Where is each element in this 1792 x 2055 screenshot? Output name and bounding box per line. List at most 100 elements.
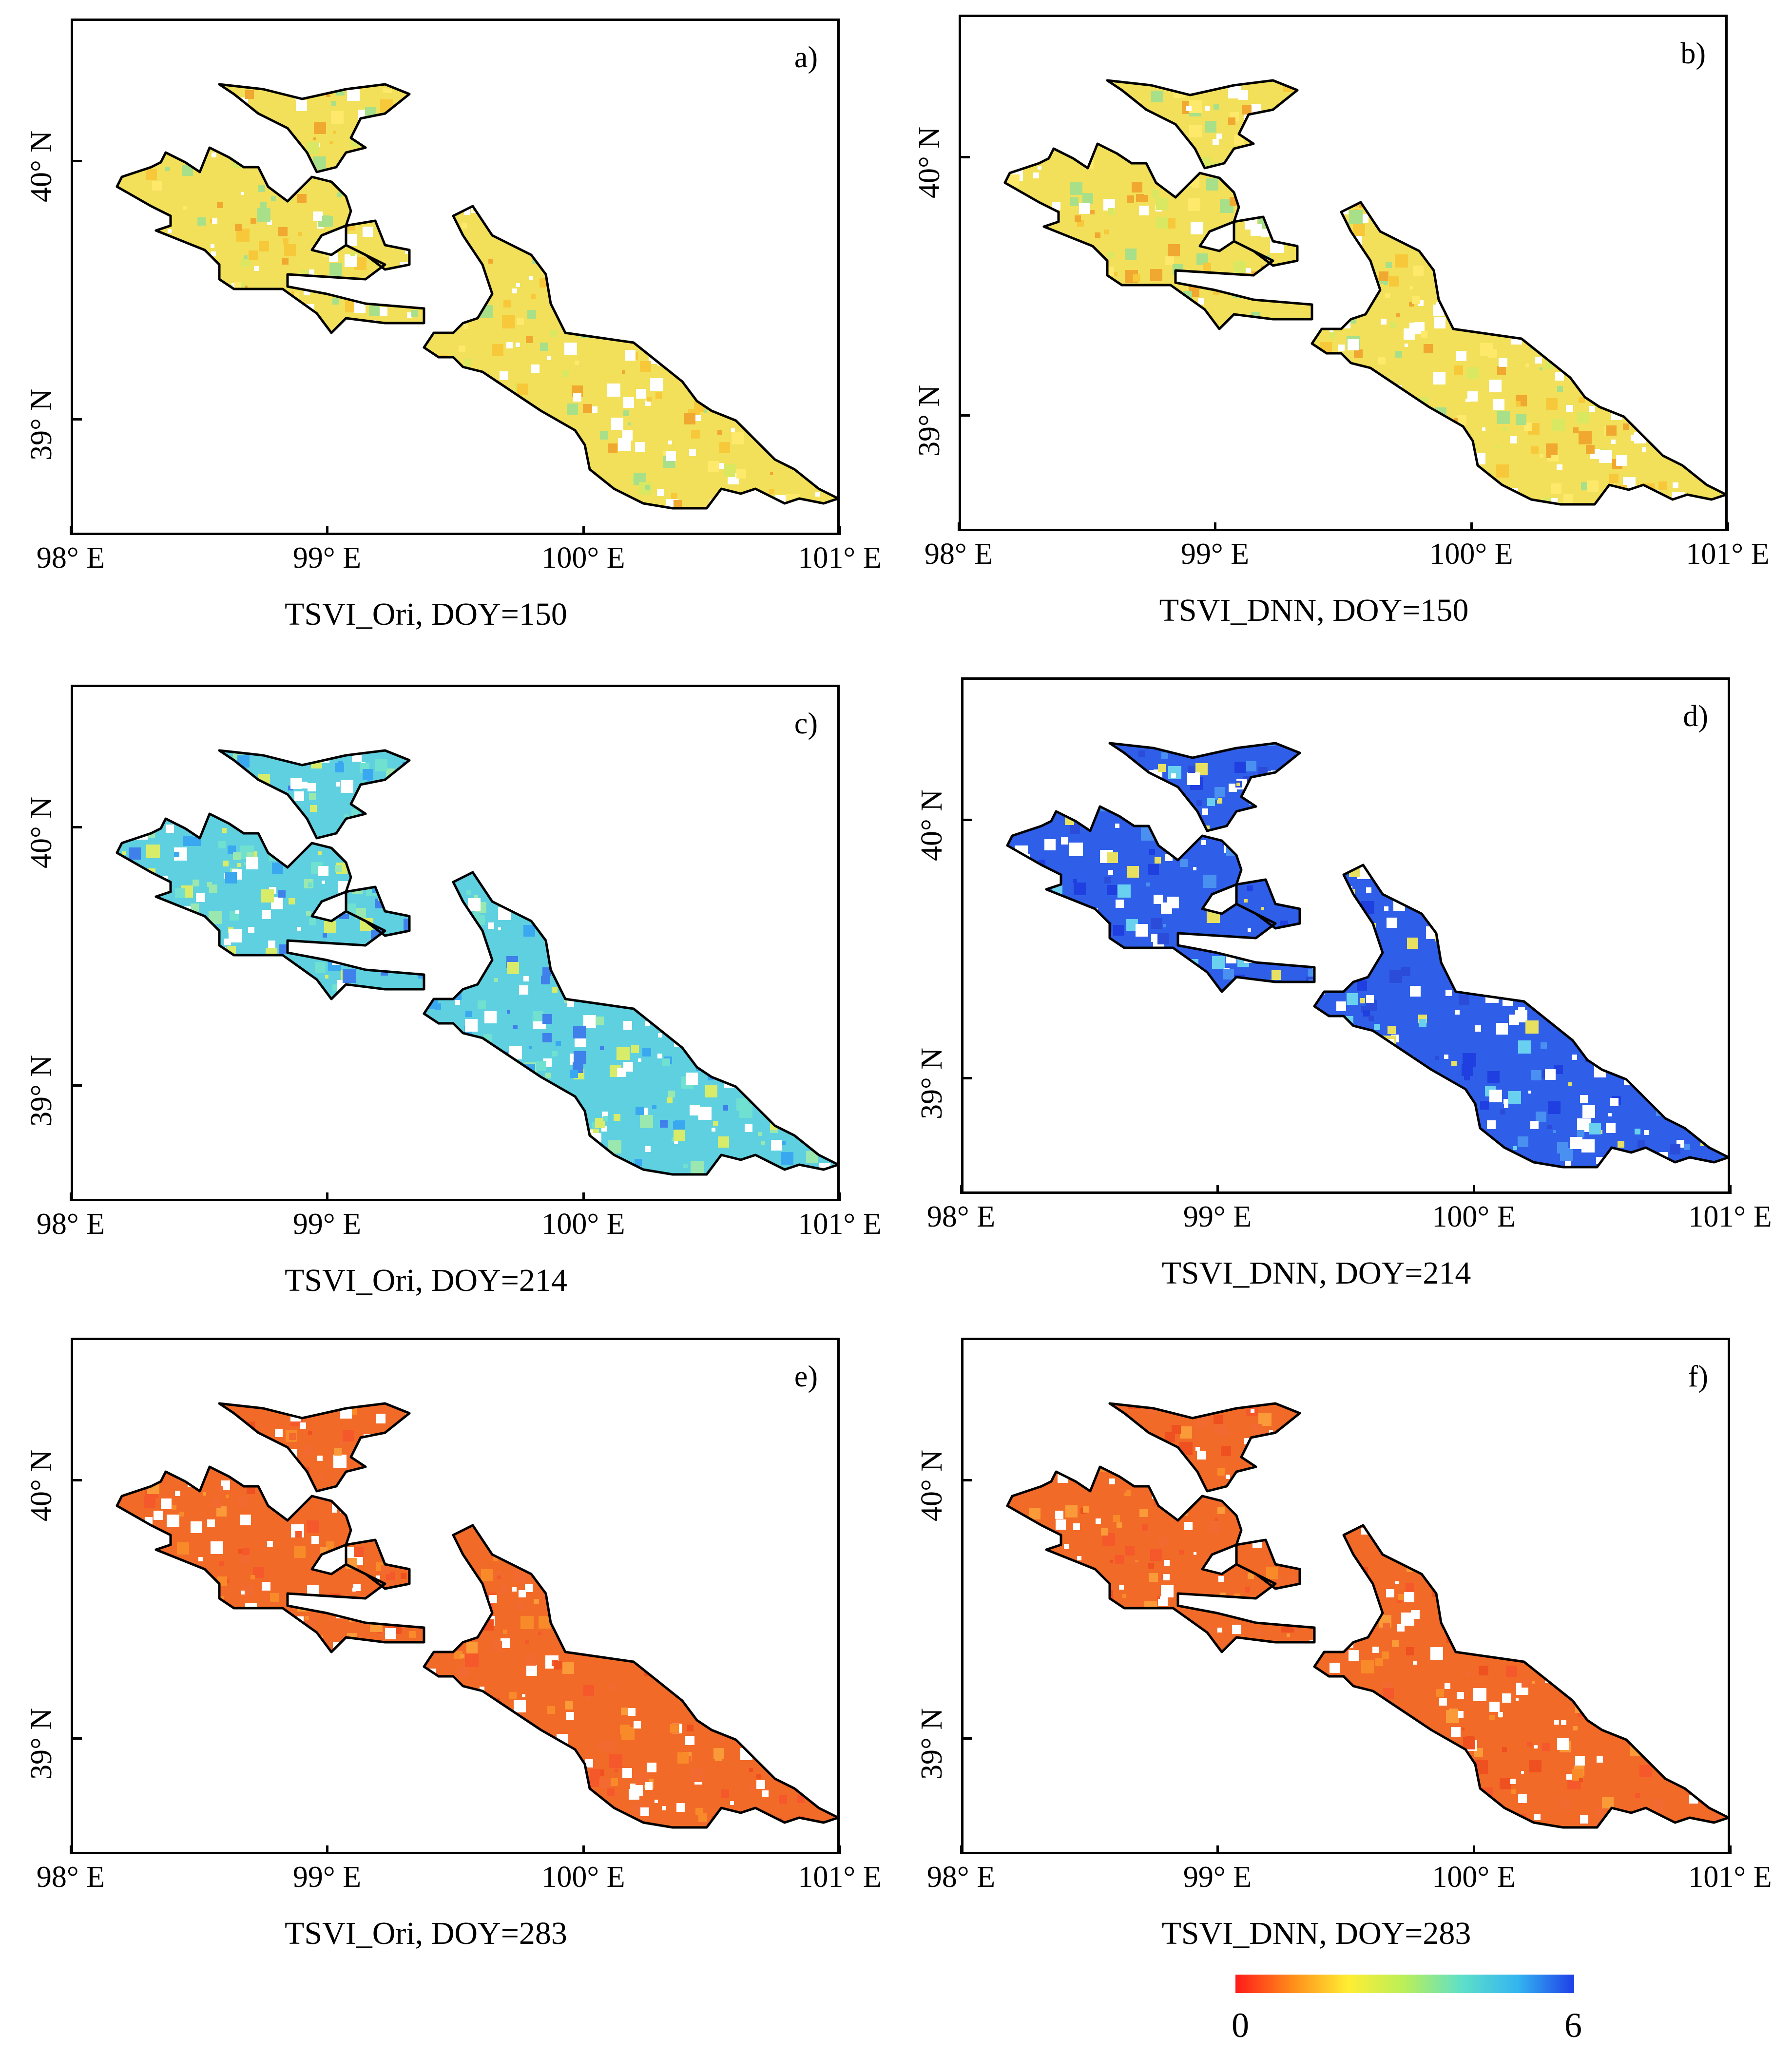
raster-pixel xyxy=(1087,978,1098,988)
raster-pixel xyxy=(1218,389,1230,402)
raster-pixel xyxy=(812,399,817,404)
raster-pixel xyxy=(361,409,365,413)
raster-pixel xyxy=(1146,371,1153,377)
raster-pixel xyxy=(806,950,813,957)
raster-pixel xyxy=(117,751,125,763)
raster-pixel xyxy=(129,397,142,410)
raster-pixel xyxy=(513,1025,518,1029)
raster-pixel xyxy=(1272,1008,1276,1013)
raster-pixel xyxy=(742,1536,747,1541)
raster-pixel xyxy=(121,1622,124,1626)
raster-pixel xyxy=(117,1784,122,1794)
raster-pixel xyxy=(1434,317,1445,328)
raster-pixel xyxy=(669,139,674,144)
lat-label: 39° N xyxy=(913,384,946,457)
raster-pixel xyxy=(1256,1005,1260,1009)
raster-pixel xyxy=(560,820,570,830)
raster-pixel xyxy=(1496,445,1499,448)
raster-pixel xyxy=(1140,467,1150,477)
raster-pixel xyxy=(209,501,212,505)
raster-pixel xyxy=(561,792,571,802)
lon-label: 101° E xyxy=(798,1208,882,1241)
raster-pixel xyxy=(277,1477,288,1488)
raster-pixel xyxy=(1299,1062,1311,1075)
raster-pixel xyxy=(482,179,485,182)
raster-pixel xyxy=(626,1498,631,1502)
raster-pixel xyxy=(388,1173,399,1174)
raster-pixel xyxy=(296,100,307,111)
raster-pixel xyxy=(1615,1430,1626,1441)
raster-pixel xyxy=(1651,1819,1658,1825)
raster-pixel xyxy=(447,754,459,766)
raster-pixel xyxy=(1315,838,1319,842)
raster-pixel xyxy=(688,1652,695,1660)
raster-pixel xyxy=(1613,180,1626,193)
raster-pixel xyxy=(1247,885,1253,891)
raster-pixel xyxy=(131,1134,139,1142)
raster-pixel xyxy=(1661,432,1674,445)
raster-pixel xyxy=(1208,443,1218,453)
raster-pixel xyxy=(537,231,548,243)
raster-pixel xyxy=(668,441,672,444)
raster-pixel xyxy=(1498,987,1504,993)
raster-pixel xyxy=(519,985,528,995)
raster-pixel xyxy=(518,1765,522,1769)
raster-pixel xyxy=(657,811,668,822)
raster-pixel xyxy=(286,1802,296,1812)
raster-pixel xyxy=(1387,1026,1396,1034)
raster-pixel xyxy=(1483,270,1487,275)
raster-pixel xyxy=(1670,968,1675,973)
raster-pixel xyxy=(1420,757,1428,766)
raster-pixel xyxy=(104,1637,110,1644)
raster-pixel xyxy=(394,1781,398,1786)
raster-pixel xyxy=(526,864,538,875)
raster-pixel xyxy=(1128,492,1133,496)
raster-pixel xyxy=(1253,115,1259,120)
raster-pixel xyxy=(1271,1474,1280,1483)
raster-pixel xyxy=(753,1077,762,1086)
raster-pixel xyxy=(345,510,358,523)
raster-pixel xyxy=(1264,1452,1271,1460)
raster-pixel xyxy=(1401,967,1410,976)
raster-pixel xyxy=(1246,761,1256,771)
raster-pixel xyxy=(527,200,532,204)
raster-pixel xyxy=(181,144,186,148)
map-raster xyxy=(1003,79,1725,506)
raster-pixel xyxy=(685,311,694,320)
raster-pixel xyxy=(686,905,696,915)
lon-tick xyxy=(958,522,960,531)
raster-pixel xyxy=(368,1786,377,1795)
raster-pixel xyxy=(1011,1578,1015,1583)
raster-pixel xyxy=(300,1422,306,1429)
raster-pixel xyxy=(1601,849,1608,855)
raster-pixel xyxy=(1346,1610,1359,1622)
raster-pixel xyxy=(150,293,153,297)
raster-pixel xyxy=(467,172,473,178)
raster-pixel xyxy=(810,955,820,965)
raster-pixel xyxy=(1676,979,1680,984)
raster-pixel xyxy=(1118,1025,1124,1031)
raster-pixel xyxy=(1335,1794,1344,1803)
raster-pixel xyxy=(261,1451,269,1459)
raster-pixel xyxy=(444,1431,451,1438)
raster-pixel xyxy=(1715,855,1719,860)
lon-tick xyxy=(960,1185,963,1194)
raster-pixel xyxy=(767,1753,774,1761)
raster-pixel xyxy=(1471,308,1476,313)
raster-pixel xyxy=(474,895,478,900)
raster-pixel xyxy=(211,479,214,482)
raster-pixel xyxy=(1416,820,1420,823)
raster-pixel xyxy=(1581,1139,1595,1152)
raster-pixel xyxy=(1541,1490,1544,1494)
raster-pixel xyxy=(1039,987,1043,991)
raster-pixel xyxy=(1041,485,1053,496)
raster-pixel xyxy=(674,848,680,855)
raster-pixel xyxy=(1402,441,1414,453)
raster-pixel xyxy=(1193,1163,1198,1167)
raster-pixel xyxy=(1259,344,1269,353)
raster-pixel xyxy=(702,974,706,978)
raster-pixel xyxy=(702,1634,708,1640)
raster-pixel xyxy=(376,1575,380,1579)
raster-pixel xyxy=(301,1099,310,1109)
raster-pixel xyxy=(1581,127,1588,134)
